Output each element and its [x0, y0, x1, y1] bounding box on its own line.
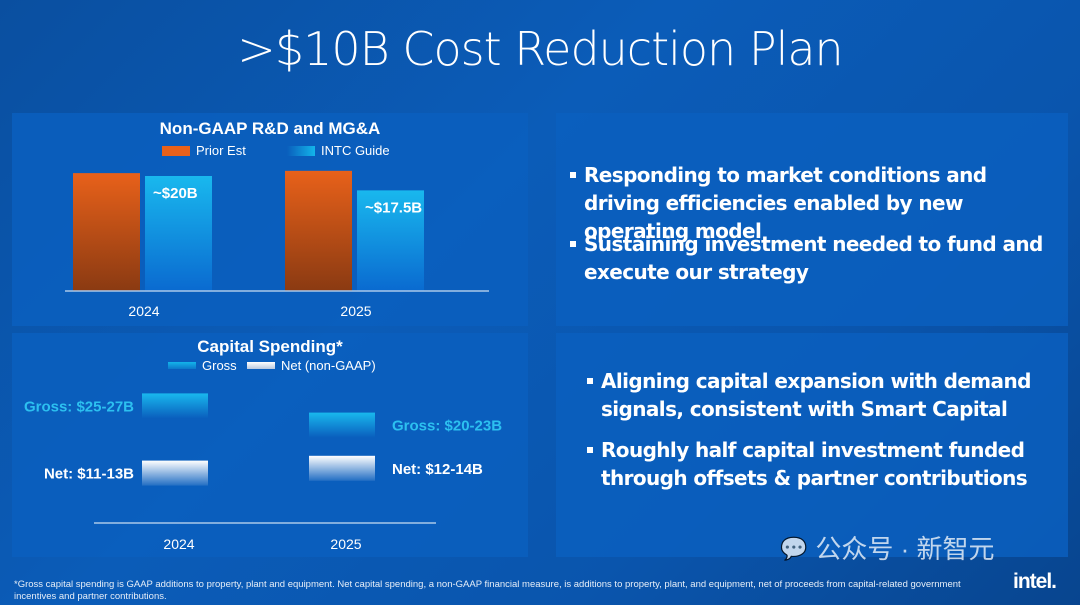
intel-logo: intel.	[1013, 570, 1057, 593]
data-label: ~$17.5B	[365, 199, 422, 216]
x-tick-label: 2025	[340, 303, 371, 319]
legend-item-prior-est: Prior Est	[162, 143, 246, 158]
data-label: Net: $12-14B	[392, 461, 483, 478]
legend-item-gross: Gross	[168, 358, 237, 373]
legend-label: Gross	[202, 358, 237, 373]
data-label: ~$20B	[153, 185, 198, 202]
slide-title: >$10B Cost Reduction Plan	[237, 22, 843, 76]
bar-prior-est-2024	[73, 173, 140, 291]
footnote: *Gross capital spending is GAAP addition…	[14, 579, 961, 602]
x-tick-label: 2024	[128, 303, 159, 319]
capital-spending-chart-panel: Capital Spending* Gross Net (non-GAAP) G…	[12, 333, 528, 557]
bullet-item: Sustaining investment needed to fund and…	[570, 230, 1054, 286]
bar-intc-guide-2024	[145, 176, 212, 291]
bullets-panel-top: Responding to market conditions and driv…	[556, 113, 1068, 326]
bar-net-2025	[309, 455, 375, 481]
bar-prior-est-2025	[285, 170, 352, 291]
bar-intc-guide-2025	[357, 190, 424, 291]
legend-swatch	[247, 362, 275, 369]
bullet-item: Aligning capital expansion with demand s…	[587, 367, 1071, 423]
data-label: Net: $11-13B	[44, 466, 134, 483]
legend-label: Prior Est	[196, 143, 246, 158]
bar-gross-2025	[309, 412, 375, 438]
rd-mga-bars: ~$20B ~$17.5B 2024 2025	[65, 170, 489, 319]
wechat-icon: 💬	[780, 536, 808, 561]
bullet-item: Responding to market conditions and driv…	[570, 161, 1054, 245]
legend-swatch	[168, 362, 196, 369]
watermark-text: 公众号 · 新智元	[815, 534, 995, 564]
legend-item-intc-guide: INTC Guide	[287, 143, 390, 158]
x-tick-label: 2024	[163, 536, 194, 552]
data-label: Gross: $25-27B	[24, 398, 134, 415]
chart-title: Non-GAAP R&D and MG&A	[159, 119, 381, 138]
legend-swatch	[162, 145, 190, 156]
bullet-item: Roughly half capital investment funded t…	[587, 436, 1071, 492]
x-tick-label: 2025	[330, 536, 361, 552]
legend-label: Net (non-GAAP)	[281, 358, 376, 373]
rd-mga-chart-panel: Non-GAAP R&D and MG&A Prior Est INTC Gui…	[12, 113, 528, 326]
bullets-panel-bottom: Aligning capital expansion with demand s…	[556, 333, 1068, 557]
capital-spending-bars: Gross: $25-27B Gross: $20-23B Net: $11-13B…	[24, 393, 502, 552]
data-label: Gross: $20-23B	[392, 418, 502, 435]
legend-swatch	[287, 145, 315, 156]
watermark: 💬 公众号 · 新智元	[780, 534, 995, 564]
legend-item-net: Net (non-GAAP)	[247, 358, 376, 373]
bar-gross-2024	[142, 393, 208, 419]
chart-title: Capital Spending*	[197, 337, 343, 356]
legend-label: INTC Guide	[321, 143, 390, 158]
bar-net-2024	[142, 460, 208, 486]
